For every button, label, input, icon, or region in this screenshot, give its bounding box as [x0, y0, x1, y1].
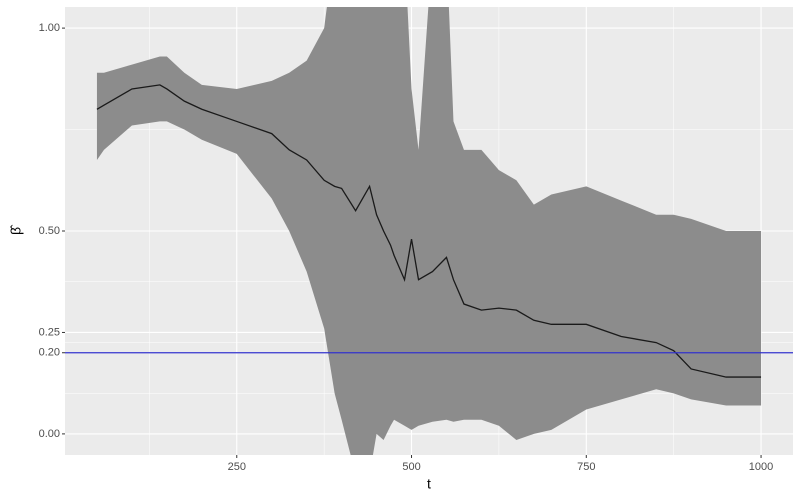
estimate-line	[96, 84, 762, 378]
labels: 250 500 750 1000 0.00 0.20 0.25 0.50 1.00	[39, 22, 774, 473]
x-axis-title: t	[427, 476, 431, 492]
y-tick-label: 0.25	[39, 326, 60, 338]
y-tick-label: 0.20	[39, 347, 60, 359]
x-tick-label: 1000	[749, 461, 773, 473]
plot-area	[65, 7, 793, 455]
x-tick-label: 500	[402, 461, 420, 473]
y-tick-label: 0.50	[39, 225, 60, 237]
x-tick-label: 750	[577, 461, 595, 473]
x-tick-label: 250	[228, 461, 246, 473]
y-tick-label: 0.00	[39, 428, 60, 440]
y-axis-title: β̂	[8, 224, 24, 235]
y-tick-label: 1.00	[39, 22, 60, 34]
confidence-band	[96, 7, 762, 455]
